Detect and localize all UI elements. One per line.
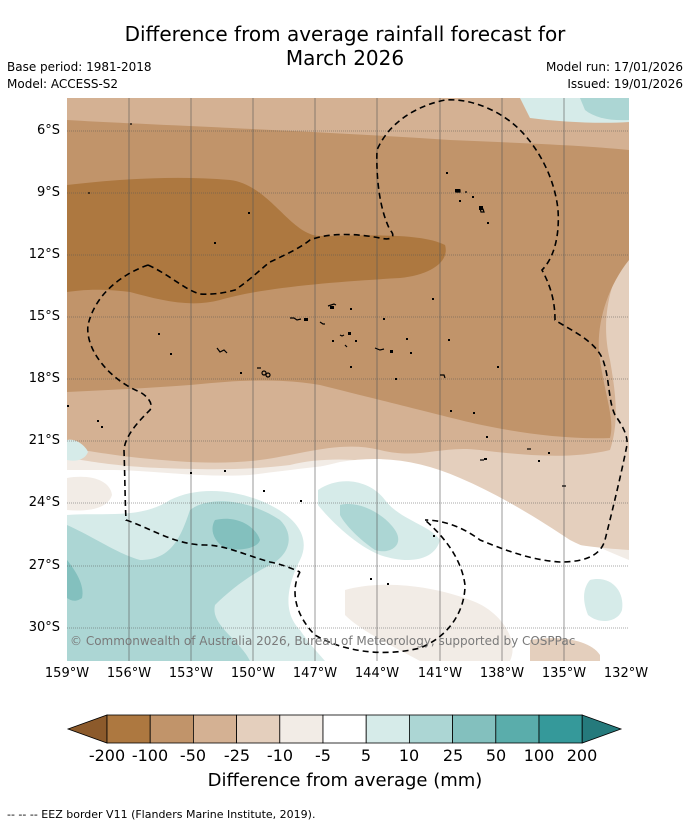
eez-border-cook-islands [87, 264, 301, 573]
eez-borders [87, 99, 628, 654]
lat-label: 12°S [28, 247, 60, 262]
lon-label: 138°W [479, 666, 525, 681]
lat-label: 27°S [28, 558, 60, 573]
contour-teal-left-edge [67, 439, 88, 461]
lon-label: 159°W [44, 666, 90, 681]
contour-teal-dark-a [212, 518, 260, 550]
colorbar-segment [149, 714, 194, 744]
colorbar [66, 714, 623, 744]
contour-cream-left [67, 476, 112, 511]
title-line-2: March 2026 [285, 46, 405, 70]
lat-label: 24°S [28, 495, 60, 510]
colorbar-segment [365, 714, 410, 744]
parallel-lines [67, 130, 629, 629]
colorbar-segment [538, 714, 583, 744]
map-title: Difference from average rainfall forecas… [0, 22, 690, 70]
colorbar-tick-label: 50 [485, 746, 507, 765]
colorbar-tick-label: 25 [442, 746, 464, 765]
lat-label: 18°S [28, 371, 60, 386]
lon-label: 141°W [417, 666, 463, 681]
contour-teal-top-mid [580, 98, 629, 121]
colorbar-tick-label: 5 [360, 746, 372, 765]
contour-cream-lower [345, 584, 513, 661]
lon-label: 150°W [230, 666, 276, 681]
colorbar-min-arrow [66, 714, 108, 744]
lat-label: 30°S [28, 620, 60, 635]
colorbar-segment [452, 714, 497, 744]
colorbar-segment [236, 714, 281, 744]
colorbar-title: Difference from average (mm) [207, 770, 483, 791]
colorbar-tick-label: 200 [566, 746, 598, 765]
colorbar-segment [106, 714, 151, 744]
meta-left: Base period: 1981-2018 Model: ACCESS-S2 [7, 59, 152, 93]
colorbar-tick-label: -10 [266, 746, 294, 765]
colorbar-segment [192, 714, 237, 744]
issued-date: Issued: 19/01/2026 [567, 77, 683, 91]
colorbar-segment [495, 714, 540, 744]
lat-label: 6°S [36, 123, 60, 138]
lat-label: 9°S [36, 185, 60, 200]
colorbar-tick-label: 100 [523, 746, 555, 765]
colorbar-segment [279, 714, 324, 744]
eez-border-south [294, 519, 466, 654]
model-run: Model run: 17/01/2026 [545, 60, 683, 74]
colorbar-tick-label: 10 [398, 746, 420, 765]
rainfall-field [67, 98, 629, 661]
contour-teal-right [584, 579, 623, 622]
contour-teal-centre-mid [340, 504, 399, 552]
colorbar-max-arrow [581, 714, 623, 744]
eez-footnote: -- -- -- EEZ border V11 (Flanders Marine… [7, 808, 316, 821]
contour-tan-lower [530, 638, 600, 661]
lon-label: 135°W [541, 666, 587, 681]
colorbar-segment [322, 714, 367, 744]
colorbar-tick-label: -50 [179, 746, 207, 765]
title-line-1: Difference from average rainfall forecas… [124, 22, 566, 46]
meridian-lines [128, 98, 565, 661]
meta-right: Model run: 17/01/2026 Issued: 19/01/2026 [546, 59, 683, 93]
lon-label: 144°W [354, 666, 400, 681]
small-islets [67, 172, 550, 585]
model-name: Model: ACCESS-S2 [7, 77, 119, 91]
lat-label: 21°S [28, 433, 60, 448]
lon-label: 147°W [292, 666, 338, 681]
colorbar-tick-label: -5 [315, 746, 331, 765]
colorbar-tick-label: -25 [223, 746, 251, 765]
lon-label: 156°W [106, 666, 152, 681]
colorbar-tick-label: -100 [131, 746, 169, 765]
contour-teal-dark-b [67, 560, 83, 601]
base-period: Base period: 1981-2018 [7, 60, 152, 74]
lat-label: 15°S [28, 309, 60, 324]
colorbar-tick-label: -200 [88, 746, 126, 765]
lon-label: 153°W [168, 666, 214, 681]
lon-label: 132°W [603, 666, 649, 681]
copyright-notice: © Commonwealth of Australia 2026, Bureau… [70, 634, 576, 648]
colorbar-segment [408, 714, 453, 744]
